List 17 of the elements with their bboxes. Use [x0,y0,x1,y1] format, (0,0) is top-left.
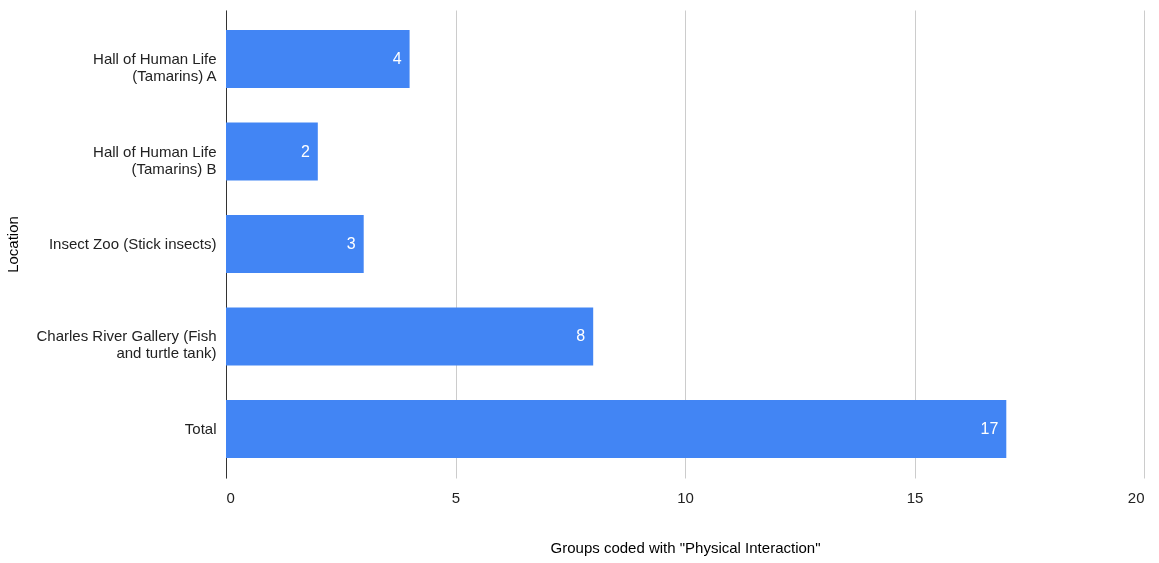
x-tick-label: 0 [226,488,235,506]
data-label: 3 [346,235,356,252]
data-label: 17 [980,419,999,437]
x-axis-title: Groups coded with "Physical Interaction" [550,538,821,556]
x-tick-label: 15 [906,488,924,506]
data-label: 2 [300,142,310,160]
data-label: 4 [392,50,402,68]
y-tick-label: Hall of Human Life (Tamarins) B [93,142,217,177]
y-axis-title: Location [4,216,22,273]
x-tick-label: 5 [451,488,461,506]
x-tick-label: 20 [1127,488,1145,506]
y-tick-label: Total [184,419,217,437]
data-label: 8 [576,327,586,345]
y-tick-label: Charles River Gallery (Fish and turtle tank) [36,327,217,362]
y-tick-label: Hall of Human Life (Tamarins) A [93,50,217,85]
x-tick-label: 10 [677,488,694,506]
y-tick-label: Insect Zoo (Stick insects) [48,235,217,252]
